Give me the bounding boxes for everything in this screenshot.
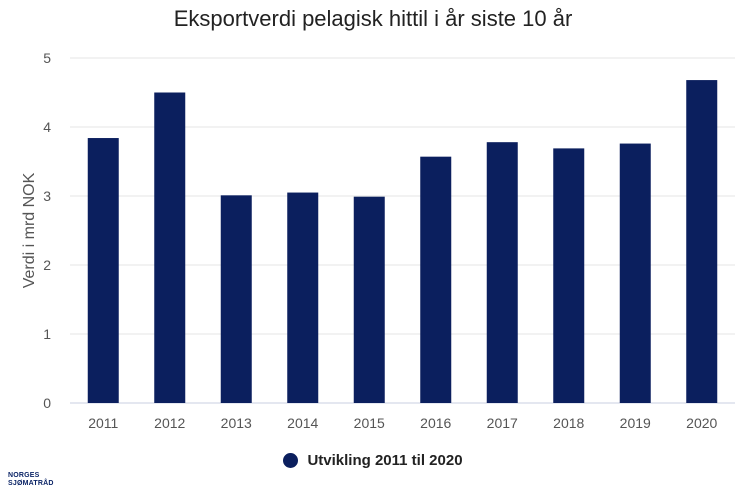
logo-line-2: SJØMATRÅD (8, 480, 54, 487)
bar-2013 (220, 195, 252, 403)
x-tick-label: 2017 (487, 415, 518, 431)
x-tick-label: 2015 (354, 415, 385, 431)
x-tick-label: 2018 (553, 415, 584, 431)
y-tick-label: 4 (43, 119, 51, 135)
bar-2017 (486, 142, 518, 403)
y-tick-label: 2 (43, 257, 51, 273)
bar-2012 (154, 92, 186, 403)
bar-2015 (353, 196, 385, 403)
bar-2011 (87, 138, 119, 404)
logo-line-1: NORGES (8, 472, 40, 479)
x-tick-label: 2020 (686, 415, 717, 431)
x-tick-label: 2014 (287, 415, 318, 431)
legend-label: Utvikling 2011 til 2020 (307, 452, 463, 469)
x-tick-label: 2013 (221, 415, 252, 431)
y-tick-label: 0 (43, 395, 51, 411)
y-tick-label: 1 (43, 326, 51, 342)
legend-marker (283, 453, 299, 468)
norges-sjomatrad-logo: NORGES SJØMATRÅD (8, 472, 54, 488)
bar-2018 (553, 148, 585, 403)
x-tick-label: 2011 (88, 415, 118, 431)
bar-2014 (287, 192, 319, 403)
y-tick-label: 3 (43, 188, 51, 204)
y-axis-label: Verdi i mrd NOK (21, 172, 38, 288)
x-tick-label: 2019 (620, 415, 651, 431)
x-tick-label: 2012 (154, 415, 185, 431)
y-tick-label: 5 (43, 50, 51, 66)
bar-2020 (686, 80, 718, 403)
bar-2019 (619, 143, 651, 403)
chart-title: Eksportverdi pelagisk hittil i år siste … (173, 6, 573, 31)
legend: Utvikling 2011 til 2020 (0, 452, 746, 469)
x-tick-label: 2016 (420, 415, 451, 431)
bar-2016 (420, 156, 452, 403)
